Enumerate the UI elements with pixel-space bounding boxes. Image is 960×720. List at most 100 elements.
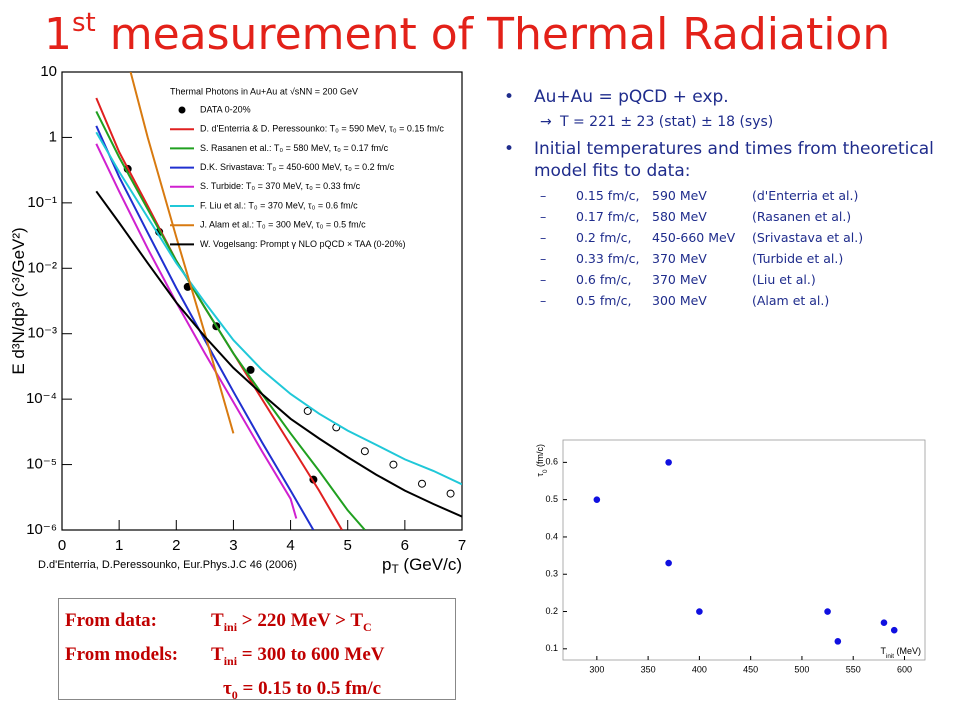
- model-t: 370 MeV: [652, 272, 707, 287]
- summary-symbol: τ: [223, 677, 232, 699]
- plot-frame: [61, 71, 463, 531]
- bullets: Au+Au = pQCD + exp. T = 221 ± 23 (stat) ±…: [500, 86, 955, 314]
- y-label: E d³N/dp³ (c³/GeV²): [9, 227, 28, 374]
- model-curve: [95, 125, 315, 530]
- data-point: [418, 479, 426, 488]
- legend-marker: [178, 106, 186, 114]
- axis-label-main: T: [880, 646, 886, 656]
- y-tick-label: 10⁻²: [27, 259, 57, 276]
- model-tau: 0.5 fm/c,: [576, 293, 632, 308]
- plot-frame: [562, 439, 926, 661]
- x-label: Tinit (MeV): [880, 646, 921, 659]
- summary-label: From data:: [65, 610, 157, 631]
- data-point: [824, 608, 831, 615]
- data-point: [696, 608, 703, 615]
- y-label: τ0 (fm/c): [535, 444, 548, 477]
- model-tau: 0.6 fm/c,: [576, 272, 632, 287]
- data-point: [890, 626, 898, 634]
- legend-entry: D.K. Srivastava: T₀ = 450-600 MeV, τ₀ = …: [200, 162, 395, 172]
- model-ref: (Liu et al.): [752, 272, 816, 287]
- model-t: 300 MeV: [652, 293, 707, 308]
- model-tau: 0.33 fm/c,: [576, 251, 640, 266]
- model-curve: [95, 143, 298, 519]
- model-row: 0.6 fm/c, 370 MeV (Liu et al.): [500, 272, 955, 293]
- x-label: pT (GeV/c): [382, 555, 462, 576]
- model-row: 0.33 fm/c, 370 MeV (Turbide et al.): [500, 251, 955, 272]
- model-tau: 0.15 fm/c,: [576, 188, 640, 203]
- y-tick-label: 0.6: [545, 457, 558, 467]
- x-tick-label: 6: [401, 537, 409, 554]
- axis-label-unit: (fm/c): [535, 444, 545, 470]
- legend-title: Thermal Photons in Au+Au at √sNN = 200 G…: [170, 86, 358, 96]
- data-point: [303, 406, 312, 415]
- summary-symbol: T: [211, 643, 224, 665]
- sub-bullet: T = 221 ± 23 (stat) ± 18 (sys): [500, 114, 955, 130]
- x-tick-label: 550: [846, 664, 861, 674]
- model-ref: (Rasanen et al.): [752, 209, 852, 224]
- data-point: [360, 447, 369, 456]
- title-text: measurement of Thermal Radiation: [95, 9, 891, 60]
- data-point: [665, 559, 672, 567]
- axis-label-sub: init: [886, 653, 894, 660]
- x-tick-label: 4: [286, 537, 294, 554]
- axis-label-main: p: [382, 555, 391, 574]
- model-row: 0.5 fm/c, 300 MeV (Alam et al.): [500, 293, 955, 314]
- summary-sub: ini: [223, 653, 238, 668]
- y-tick-label: 10⁻³: [27, 325, 57, 342]
- summary-text: = 0.15 to 0.5 fm/c: [237, 677, 382, 699]
- axis-label-unit: (MeV): [894, 646, 921, 656]
- model-curve: [95, 110, 366, 530]
- y-tick-label: 0.1: [545, 643, 558, 653]
- data-point: [246, 365, 255, 374]
- model-tau: 0.17 fm/c,: [576, 209, 640, 224]
- summary-text: = 300 to 600 MeV: [237, 643, 385, 665]
- model-row: 0.2 fm/c, 450-660 MeV (Srivastava et al.): [500, 230, 955, 251]
- y-tick-label: 0.5: [545, 494, 558, 504]
- model-curve: [95, 131, 462, 486]
- y-tick-label: 10⁻⁵: [26, 456, 57, 473]
- y-tick-label: 0.4: [545, 531, 558, 541]
- x-tick-label: 5: [344, 537, 352, 554]
- model-ref: (d'Enterria et al.): [752, 188, 859, 203]
- axis-label-main: τ: [535, 473, 545, 477]
- x-tick-label: 7: [458, 537, 466, 554]
- legend-entry: S. Turbide: T₀ = 370 MeV, τ₀ = 0.33 fm/c: [200, 181, 361, 191]
- x-tick-label: 300: [589, 664, 604, 674]
- x-tick-label: 1: [115, 537, 123, 554]
- summary-sub: C: [363, 619, 372, 634]
- summary-row: From data: Tini > 220 MeV > TC: [65, 607, 449, 641]
- summary-label: From models:: [65, 643, 179, 665]
- x-tick-label: 350: [641, 664, 656, 674]
- x-tick-label: 0: [58, 537, 66, 554]
- model-tau: 0.2 fm/c,: [576, 230, 632, 245]
- legend-entry: F. Liu et al.: T₀ = 370 MeV, τ₀ = 0.6 fm…: [200, 200, 358, 210]
- summary-box: From data: Tini > 220 MeV > TC From models…: [58, 598, 456, 701]
- data-point: [389, 460, 398, 469]
- credit: D.d'Enterria, D.Peressounko, Eur.Phys.J.…: [38, 559, 297, 571]
- summary-text: > 220 MeV > T: [237, 610, 364, 631]
- x-tick-label: 450: [743, 664, 758, 674]
- legend-entry: S. Rasanen et al.: T₀ = 580 MeV, τ₀ = 0.…: [200, 143, 389, 153]
- x-tick-label: 3: [229, 537, 237, 554]
- axis-label-sub: T: [391, 562, 398, 576]
- title-sup: st: [72, 8, 96, 38]
- summary-symbol: T: [211, 610, 224, 631]
- model-t: 590 MeV: [652, 188, 707, 203]
- axis-label-sub: 0: [542, 469, 549, 473]
- y-tick-label: 10⁻⁴: [26, 390, 57, 407]
- data-point: [880, 619, 888, 627]
- summary-row: τ0 = 0.15 to 0.5 fm/c: [65, 675, 449, 709]
- data-point: [446, 489, 455, 498]
- model-curve: [129, 72, 235, 434]
- model-ref: (Turbide et al.): [752, 251, 844, 266]
- legend-entry: D. d'Enterria & D. Peressounko: T₀ = 590…: [200, 124, 444, 134]
- y-tick-label: 10: [40, 63, 57, 80]
- legend-entry: J. Alam et al.: T₀ = 300 MeV, τ₀ = 0.5 f…: [200, 220, 366, 230]
- y-tick-label: 10⁻⁶: [26, 521, 57, 538]
- title-number: 1: [44, 9, 72, 60]
- bullet: Au+Au = pQCD + exp.: [500, 86, 955, 108]
- model-ref: (Alam et al.): [752, 293, 830, 308]
- axis-label-unit: (GeV/c): [399, 555, 462, 574]
- x-tick-label: 2: [172, 537, 180, 554]
